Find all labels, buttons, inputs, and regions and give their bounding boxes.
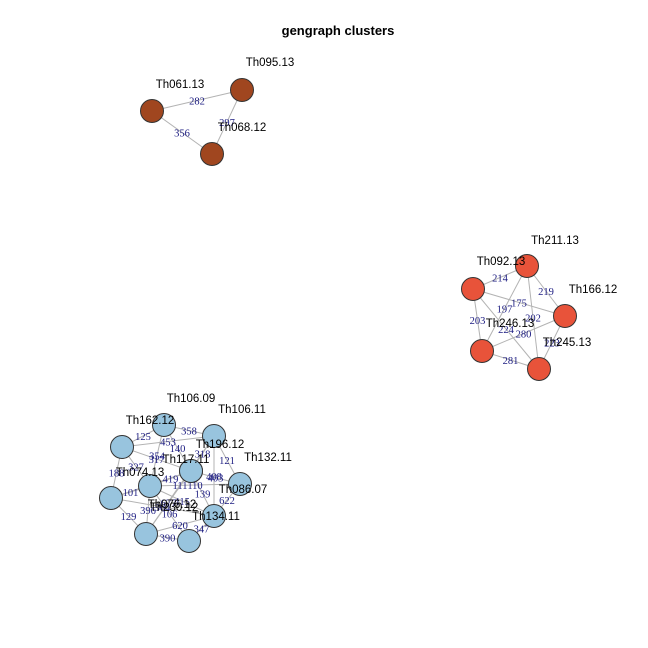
graph-node	[202, 424, 226, 448]
edge-weight-label: 203	[470, 316, 486, 327]
nodes-layer	[99, 78, 577, 553]
edge-weight-label: 317	[149, 455, 165, 466]
edge-weight-label: 403	[208, 474, 224, 485]
node-label: Th196.12	[196, 439, 245, 451]
edge	[151, 89, 243, 112]
node-label: Th095.13	[246, 57, 295, 69]
graph-node	[110, 435, 134, 459]
graph-node	[200, 142, 224, 166]
edge-weight-label: 354	[149, 452, 166, 463]
edge	[145, 435, 215, 535]
node-label: Th086.07	[219, 484, 268, 496]
edge-weight-label: 125	[135, 432, 151, 443]
node-label: Th068.12	[218, 122, 267, 134]
edge	[149, 483, 241, 487]
node-labels-layer: Th061.13 Th095.13 Th068.12 Th211.13 Th092.13…	[116, 57, 618, 523]
node-label: Th211.13	[531, 235, 579, 247]
edge-weight-label: 453	[160, 438, 176, 449]
edge-weight-label: 214	[492, 274, 509, 285]
edge-weight-label: 139	[195, 490, 211, 501]
node-label: Th245.13	[543, 337, 592, 349]
edge-weight-label: 106	[162, 510, 178, 521]
edge-labels-layer: 282 297 356 214 219 175 203 224 280 197 202 223 281 1…	[109, 97, 560, 545]
edge-weight-label: 408	[206, 472, 222, 483]
graph-node	[152, 413, 176, 437]
edge-weight-label: 129	[121, 512, 137, 523]
edge	[472, 288, 566, 317]
node-label: Th106.11	[218, 404, 266, 416]
edge	[481, 315, 566, 352]
edge-weight-label: 356	[174, 129, 190, 140]
graph-node	[177, 529, 201, 553]
edge-weight-label: 620	[172, 521, 188, 532]
edge	[481, 265, 528, 352]
edge-weight-label: 327	[128, 463, 144, 474]
node-label: Th246.13	[486, 318, 535, 330]
edge-weight-label: 175	[511, 299, 527, 310]
graph-node	[515, 254, 539, 278]
edge-weight-label: 358	[181, 427, 197, 438]
node-label: Th166.12	[569, 284, 618, 296]
edge-weight-label: 281	[503, 356, 519, 367]
graph-node	[179, 459, 203, 483]
node-label: Th106.09	[167, 393, 216, 405]
node-label: Th134.11	[192, 511, 240, 523]
node-label: Th162.12	[126, 415, 175, 427]
edge-weight-label: 202	[525, 314, 541, 325]
graph-node	[138, 474, 162, 498]
node-label: Th132.11	[244, 452, 292, 464]
graph-node	[228, 472, 252, 496]
node-label: Th230.12	[150, 502, 199, 514]
edge-weight-label: 280	[516, 330, 532, 341]
chart-title: gengraph clusters	[282, 23, 395, 38]
edge-weight-label: 318	[195, 450, 211, 461]
node-label: Th092.13	[477, 256, 526, 268]
graph-node	[527, 357, 551, 381]
graph-node	[134, 522, 158, 546]
edge-weight-label: 110	[187, 481, 202, 492]
edge	[472, 288, 540, 370]
edge	[151, 110, 213, 155]
edge-weight-label: 121	[219, 456, 235, 467]
edge-weight-label: 396	[140, 506, 156, 517]
node-label: Th076.12	[148, 499, 197, 511]
graph-node	[553, 304, 577, 328]
node-label: Th061.13	[156, 79, 205, 91]
edge-weight-label: 419	[163, 475, 179, 486]
edge	[121, 446, 192, 472]
edge	[110, 497, 215, 517]
edge-weight-label: 188	[109, 469, 125, 480]
edge-weight-label: 677	[161, 499, 177, 510]
node-label: Th117.11	[163, 454, 210, 466]
graph-node	[461, 277, 485, 301]
edge	[526, 265, 540, 370]
edge-weight-label: 111	[173, 481, 188, 492]
edge-weight-label: 224	[498, 325, 515, 336]
edge-weight-label: 297	[219, 118, 235, 129]
graph-node	[140, 99, 164, 123]
edge-weight-label: 101	[123, 488, 139, 499]
node-label: Th074.13	[116, 467, 165, 479]
graph-node	[202, 504, 226, 528]
edge-weight-label: 347	[194, 525, 210, 536]
edge-weight-label: 364	[155, 503, 172, 514]
edge-weight-label: 415	[174, 497, 190, 508]
graph-node	[99, 486, 123, 510]
edge-weight-label: 223	[544, 339, 560, 350]
edge-weight-label: 622	[219, 496, 235, 507]
edge-weight-label: 197	[497, 305, 513, 316]
edge-weight-label: 390	[160, 534, 176, 545]
edge	[121, 435, 215, 448]
edge-weight-label: 219	[538, 287, 554, 298]
graph-node	[230, 78, 254, 102]
edge-weight-label: 140	[170, 444, 186, 455]
edge-weight-label: 282	[189, 97, 205, 108]
graph-node	[470, 339, 494, 363]
